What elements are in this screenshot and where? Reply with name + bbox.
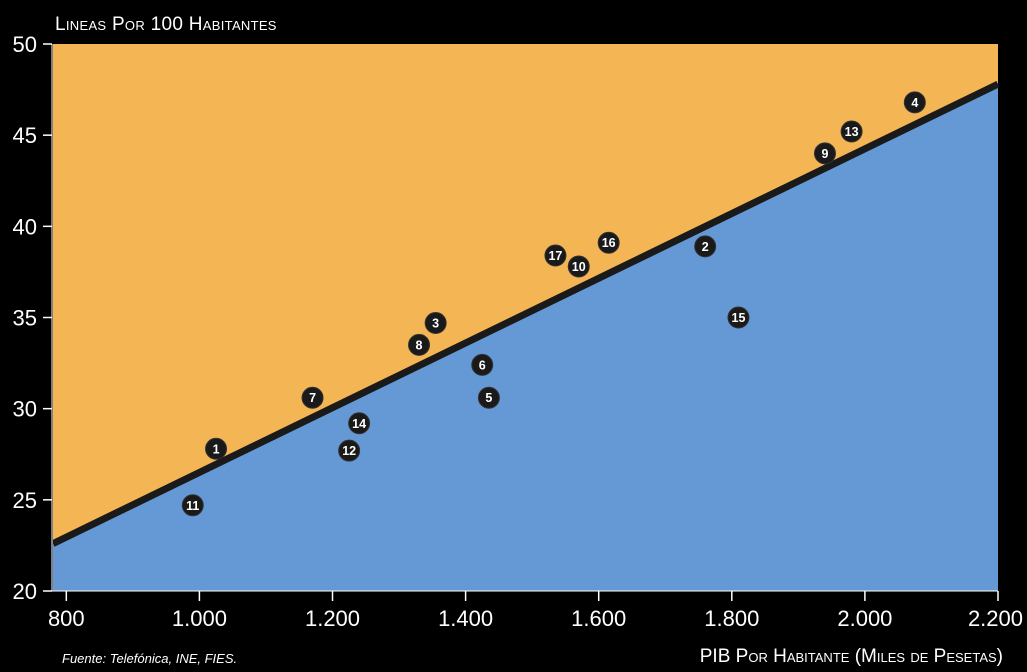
data-point-label: 7 xyxy=(309,391,316,405)
data-point-label: 2 xyxy=(702,240,709,254)
data-point-label: 8 xyxy=(416,338,423,352)
data-point xyxy=(338,439,361,462)
x-tick-label: 2.200 xyxy=(968,606,1023,631)
regression-line xyxy=(51,80,1000,547)
y-tick-label: 30 xyxy=(13,397,37,422)
data-point xyxy=(544,244,567,267)
x-tick-label: 1.200 xyxy=(305,606,360,631)
data-point xyxy=(597,231,620,254)
data-point-label: 5 xyxy=(485,391,492,405)
data-point xyxy=(408,333,431,356)
x-tick-label: 2.000 xyxy=(837,606,892,631)
data-point-label: 1 xyxy=(213,442,220,456)
data-point-label: 11 xyxy=(186,499,199,513)
x-tick-label: 1.400 xyxy=(438,606,493,631)
data-point xyxy=(840,120,863,143)
data-point xyxy=(471,353,494,376)
y-tick-label: 45 xyxy=(13,123,37,148)
data-point xyxy=(301,386,324,409)
data-point-label: 14 xyxy=(352,417,366,431)
source-note: Fuente: Telefónica, INE, FIES. xyxy=(62,651,238,666)
data-point xyxy=(205,437,228,460)
y-tick-label: 50 xyxy=(13,32,37,57)
data-point xyxy=(903,91,926,114)
data-point-label: 15 xyxy=(732,311,746,325)
x-tick-label: 1.000 xyxy=(172,606,227,631)
data-point xyxy=(567,255,590,278)
x-tick-label: 1.800 xyxy=(704,606,759,631)
region-below-line xyxy=(53,84,998,591)
data-point xyxy=(348,412,371,435)
data-point-label: 9 xyxy=(821,147,828,161)
data-point-label: 16 xyxy=(602,236,616,250)
y-tick-label: 25 xyxy=(13,488,37,513)
region-above-line xyxy=(53,44,998,544)
data-point-label: 17 xyxy=(548,249,562,263)
y-tick-label: 20 xyxy=(13,579,37,604)
x-tick-label: 1.600 xyxy=(571,606,626,631)
data-point-label: 13 xyxy=(845,125,859,139)
data-point xyxy=(424,311,447,334)
x-axis-title: PIB Por Habitante (Miles de Pesetas) xyxy=(699,646,1003,667)
data-point xyxy=(181,494,204,517)
data-point xyxy=(813,142,836,165)
data-point xyxy=(727,306,750,329)
y-tick-label: 40 xyxy=(13,214,37,239)
data-point-label: 12 xyxy=(342,444,356,458)
x-tick-label: 800 xyxy=(48,606,85,631)
data-point-label: 3 xyxy=(432,316,439,330)
y-tick-label: 35 xyxy=(13,306,37,331)
data-point-label: 10 xyxy=(572,260,586,274)
data-point-label: 4 xyxy=(911,96,918,110)
y-axis-title: Lineas Por 100 Habitantes xyxy=(55,14,277,35)
data-point xyxy=(694,235,717,258)
data-point-label: 6 xyxy=(479,358,486,372)
data-point xyxy=(477,386,500,409)
